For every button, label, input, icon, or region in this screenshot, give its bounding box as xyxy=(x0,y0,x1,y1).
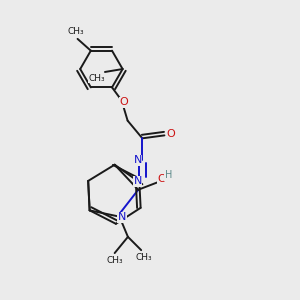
Text: H: H xyxy=(165,170,172,180)
Text: CH₃: CH₃ xyxy=(136,253,152,262)
Text: O: O xyxy=(167,130,175,140)
Text: CH₃: CH₃ xyxy=(88,74,105,83)
Text: O: O xyxy=(119,97,128,107)
Text: CH₃: CH₃ xyxy=(106,256,123,265)
Text: N: N xyxy=(134,155,142,165)
Text: CH₃: CH₃ xyxy=(68,27,84,36)
Text: O: O xyxy=(158,174,167,184)
Text: N: N xyxy=(134,176,142,186)
Text: N: N xyxy=(118,212,126,222)
